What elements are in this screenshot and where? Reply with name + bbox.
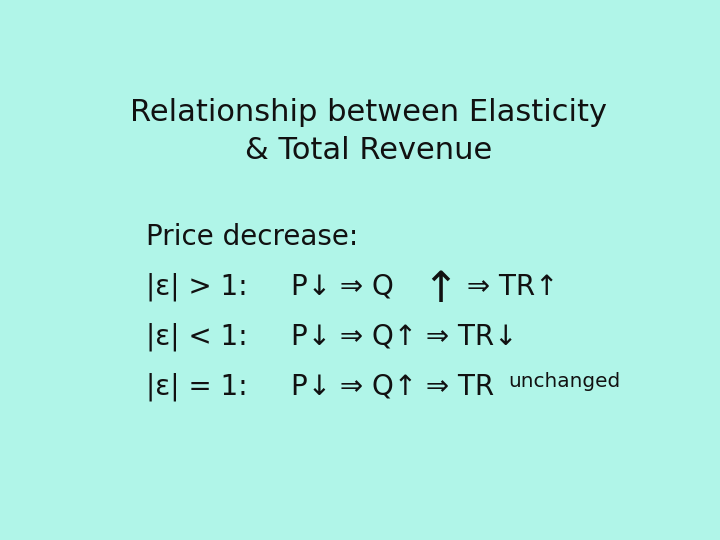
Text: |ε| < 1:: |ε| < 1: (145, 322, 248, 351)
Text: unchanged: unchanged (508, 373, 621, 392)
Text: P↓ ⇒ Q: P↓ ⇒ Q (291, 273, 394, 301)
Text: ⇒ TR↑: ⇒ TR↑ (458, 273, 559, 301)
Text: Relationship between Elasticity
& Total Revenue: Relationship between Elasticity & Total … (130, 98, 608, 165)
Text: |ε| > 1:: |ε| > 1: (145, 273, 248, 301)
Text: ↑: ↑ (422, 268, 458, 310)
Text: Price decrease:: Price decrease: (145, 223, 358, 251)
Text: |ε| = 1:: |ε| = 1: (145, 373, 248, 401)
Text: P↓ ⇒ Q↑ ⇒ TR↓: P↓ ⇒ Q↑ ⇒ TR↓ (291, 322, 517, 350)
Text: P↓ ⇒ Q↑ ⇒ TR: P↓ ⇒ Q↑ ⇒ TR (291, 373, 494, 401)
